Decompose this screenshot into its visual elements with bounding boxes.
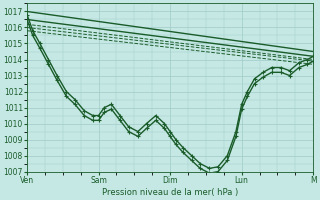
X-axis label: Pression niveau de la mer( hPa ): Pression niveau de la mer( hPa ): [102, 188, 238, 197]
